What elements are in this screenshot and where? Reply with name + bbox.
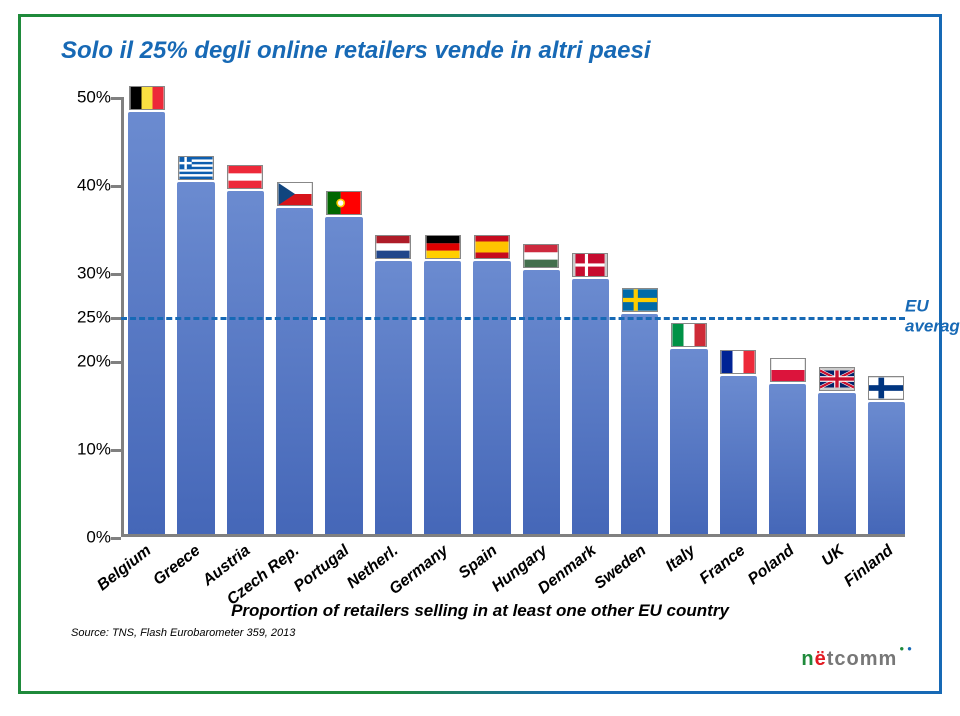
bar (177, 182, 214, 534)
bar-hungary (523, 244, 560, 534)
flag-icon (129, 86, 165, 110)
y-tick (111, 185, 121, 188)
bar (473, 261, 510, 534)
bar-chart: 0%10%20%30%40%50%25% BelgiumGreeceAustri… (61, 97, 905, 547)
flag-icon (227, 165, 263, 189)
bar-uk (818, 367, 855, 534)
bar (424, 261, 461, 534)
y-label: 50% (61, 89, 111, 106)
bar (720, 376, 757, 534)
flag-icon (523, 244, 559, 268)
y-tick (111, 449, 121, 452)
flag-icon (671, 323, 707, 347)
flag-icon (375, 235, 411, 259)
bar (375, 261, 412, 534)
flag-icon (868, 376, 904, 400)
bar-belgium (128, 86, 165, 534)
bar (128, 112, 165, 534)
x-label: Italy (663, 542, 699, 576)
x-label: Belgium (94, 542, 155, 595)
bar-sweden (621, 288, 658, 534)
netcomm-logo: nëtcomm (801, 648, 909, 671)
eu-average-label: EU average (905, 297, 960, 338)
bar (769, 384, 806, 534)
bar-greece (177, 156, 214, 534)
y-tick (111, 273, 121, 276)
slide-frame: Solo il 25% degli online retailers vende… (18, 14, 942, 694)
bar (325, 217, 362, 534)
bar (523, 270, 560, 534)
flag-icon (326, 191, 362, 215)
y-tick (111, 361, 121, 364)
y-label: 20% (61, 353, 111, 370)
chart-subtitle: Proportion of retailers selling in at le… (21, 601, 939, 621)
eu-average-line (121, 317, 905, 320)
bar (276, 208, 313, 534)
bar-spain (473, 235, 510, 534)
bar-denmark (572, 253, 609, 534)
flag-icon (572, 253, 608, 277)
flag-icon (474, 235, 510, 259)
bar-austria (227, 165, 264, 534)
bar-poland (769, 358, 806, 534)
bar-finland (868, 376, 905, 534)
flag-icon (819, 367, 855, 391)
bar-czechrep (276, 182, 313, 534)
y-label: 30% (61, 265, 111, 282)
bar (621, 314, 658, 534)
y-label: 0% (61, 529, 111, 546)
bar-portugal (325, 191, 362, 534)
flag-icon (770, 358, 806, 382)
y-label: 25% (61, 309, 111, 326)
bar (818, 393, 855, 534)
chart-title: Solo il 25% degli online retailers vende… (61, 37, 651, 65)
bar-germany (424, 235, 461, 534)
bars-container (124, 97, 905, 534)
bar (868, 402, 905, 534)
flag-icon (277, 182, 313, 206)
bar (227, 191, 264, 534)
bar (670, 349, 707, 534)
source-text: Source: TNS, Flash Eurobarometer 359, 20… (71, 627, 295, 639)
bar-italy (670, 323, 707, 534)
flag-icon (622, 288, 658, 312)
flag-icon (720, 350, 756, 374)
y-tick (111, 537, 121, 540)
flag-icon (178, 156, 214, 180)
y-label: 40% (61, 177, 111, 194)
bar-netherl (375, 235, 412, 534)
flag-icon (425, 235, 461, 259)
y-label: 10% (61, 441, 111, 458)
bar-france (720, 350, 757, 534)
x-label: UK (819, 542, 848, 570)
y-tick (111, 97, 121, 100)
y-tick (111, 317, 121, 320)
